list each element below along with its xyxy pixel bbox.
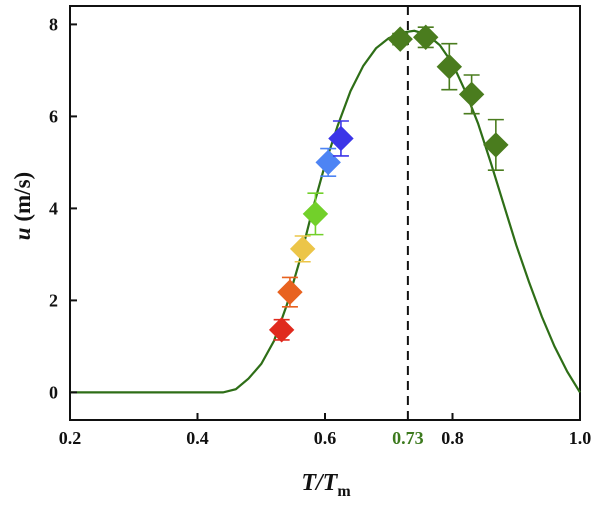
y-tick-label: 4 (49, 198, 58, 218)
x-tick-label: 0.8 (441, 428, 464, 448)
data-points-layer (268, 24, 509, 343)
x-axis-title-subscript: m (337, 483, 351, 500)
diamond-marker (302, 201, 329, 227)
y-tick-label: 6 (49, 106, 58, 126)
y-tick-label: 8 (49, 14, 58, 34)
data-point (483, 118, 509, 172)
reference-line-label: 0.73 (392, 428, 424, 448)
diamond-marker (483, 132, 509, 158)
diamond-marker (458, 81, 485, 108)
data-point (387, 26, 413, 52)
y-tick-label: 2 (49, 290, 58, 310)
diamond-marker (289, 236, 316, 262)
data-point (436, 42, 463, 91)
diamond-marker (436, 54, 463, 80)
diamond-marker (268, 317, 295, 343)
data-point (302, 192, 329, 236)
data-point (328, 120, 354, 157)
y-axis-title: u (m/s) (10, 172, 35, 240)
x-tick-label: 0.4 (186, 428, 209, 448)
data-point (268, 317, 295, 343)
data-point (315, 147, 341, 177)
data-point (458, 74, 485, 115)
diamond-marker (315, 149, 341, 176)
diamond-marker (328, 125, 354, 152)
y-axis-title-unit: (m/s) (10, 172, 35, 228)
x-axis-title: T/Tm (301, 470, 351, 500)
y-axis-title-symbol: u (10, 227, 35, 240)
x-tick-label: 0.2 (59, 428, 82, 448)
ticks-layer: 0.2 0.4 0.6 0.8 1.0 0 2 4 6 8 0.73 (49, 14, 591, 448)
diamond-marker (387, 26, 413, 52)
x-tick-label: 1.0 (569, 428, 592, 448)
diamond-marker (413, 24, 439, 50)
y-tick-label: 0 (49, 382, 58, 402)
x-axis-title-main: T/T (301, 470, 338, 496)
data-point (289, 235, 316, 263)
x-tick-label: 0.6 (314, 428, 337, 448)
data-point (277, 276, 303, 308)
diamond-marker (277, 279, 303, 305)
data-point (413, 24, 439, 50)
